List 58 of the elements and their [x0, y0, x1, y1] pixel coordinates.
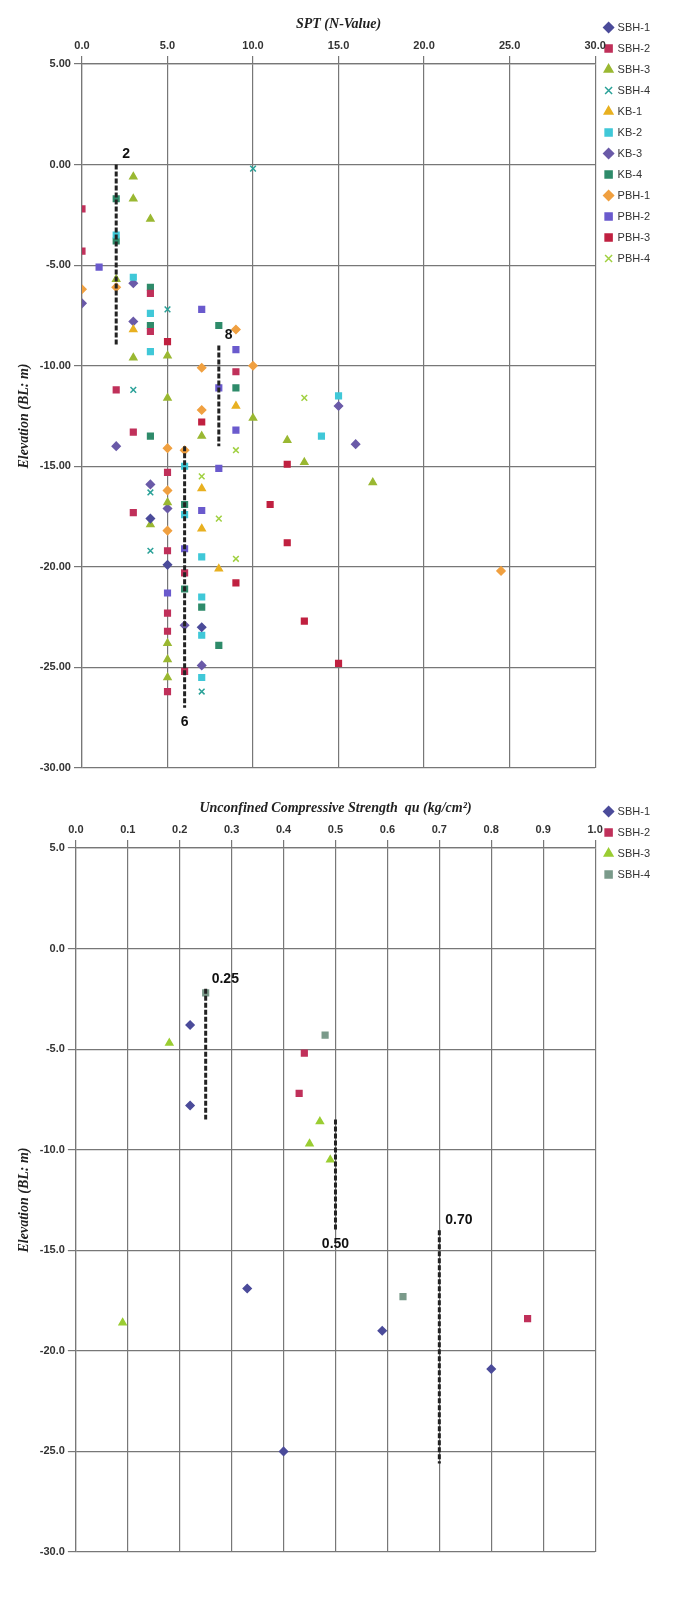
legend-label: KB-4 [617, 167, 643, 180]
legend-label: SBH-4 [617, 867, 651, 880]
x-tick-label: 10.0 [242, 39, 264, 52]
y-tick-label: 0.00 [49, 157, 71, 170]
x-tick-label: 15.0 [327, 39, 350, 52]
legend-label: SBH-1 [617, 804, 651, 817]
legend-label: PBH-2 [617, 209, 651, 222]
y-tick-label: 5.00 [49, 57, 71, 70]
x-tick-label: 0.4 [275, 823, 293, 836]
x-tick-label: 5.0 [159, 39, 176, 52]
legend-label: KB-2 [617, 125, 643, 138]
y-tick-label: -10.00 [39, 358, 71, 371]
x-axis-title: SPT (N-Value) [295, 16, 382, 33]
legend-label: SBH-2 [617, 825, 651, 838]
x-tick-label: 25.0 [498, 39, 521, 52]
x-tick-label: 0.8 [483, 823, 499, 836]
x-tick-label: 0.3 [223, 823, 240, 836]
y-tick-label: -25.00 [39, 660, 71, 673]
y-tick-label: -15.0 [39, 1243, 65, 1256]
x-tick-label: 0.0 [74, 39, 90, 52]
legend-label: SBH-2 [617, 41, 651, 54]
y-tick-label: -5.00 [45, 258, 71, 271]
x-tick-label: 0.5 [327, 823, 344, 836]
x-tick-label: 0.7 [431, 823, 447, 836]
legend-label: SBH-3 [617, 62, 651, 75]
annotation: 2 [122, 145, 131, 162]
y-tick-label: -25.0 [39, 1444, 65, 1457]
y-tick-label: -10.0 [39, 1142, 65, 1155]
legend-label: SBH-3 [617, 846, 651, 859]
x-tick-label: 1.0 [587, 823, 603, 836]
legend-label: KB-3 [617, 146, 643, 159]
legend-label: SBH-1 [617, 20, 651, 33]
legend-label: PBH-1 [617, 188, 651, 201]
x-tick-label: 20.0 [413, 39, 435, 52]
y-tick-label: -30.00 [39, 761, 71, 774]
legend-label: PBH-3 [617, 230, 651, 243]
y-tick-label: -30.0 [39, 1545, 65, 1558]
legend-label: SBH-4 [617, 83, 651, 96]
x-tick-label: 0.0 [68, 823, 84, 836]
y-tick-label: -20.0 [39, 1343, 65, 1356]
annotation: 8 [224, 326, 233, 343]
y-tick-label: -15.00 [39, 459, 71, 472]
x-tick-label: 30.0 [584, 39, 606, 52]
y-axis-title: Elevation (BL: m) [16, 1147, 33, 1254]
y-tick-label: 5.0 [49, 841, 65, 854]
legend-label: KB-1 [617, 104, 643, 117]
x-tick-label: 0.6 [379, 823, 396, 836]
y-tick-label: 0.0 [49, 941, 65, 954]
y-tick-label: -20.00 [39, 559, 71, 572]
x-axis-title: Unconfined Compressive Strength qu (kg/cm²) [199, 800, 472, 817]
annotation: 6 [180, 712, 189, 729]
annotation: 0.70 [445, 1211, 473, 1228]
y-tick-label: -5.0 [45, 1042, 65, 1055]
y-axis-title: Elevation (BL: m) [16, 363, 33, 470]
x-tick-label: 0.2 [172, 823, 188, 836]
x-tick-label: 0.9 [535, 823, 551, 836]
x-tick-label: 0.1 [120, 823, 136, 836]
legend-label: PBH-4 [617, 251, 651, 264]
